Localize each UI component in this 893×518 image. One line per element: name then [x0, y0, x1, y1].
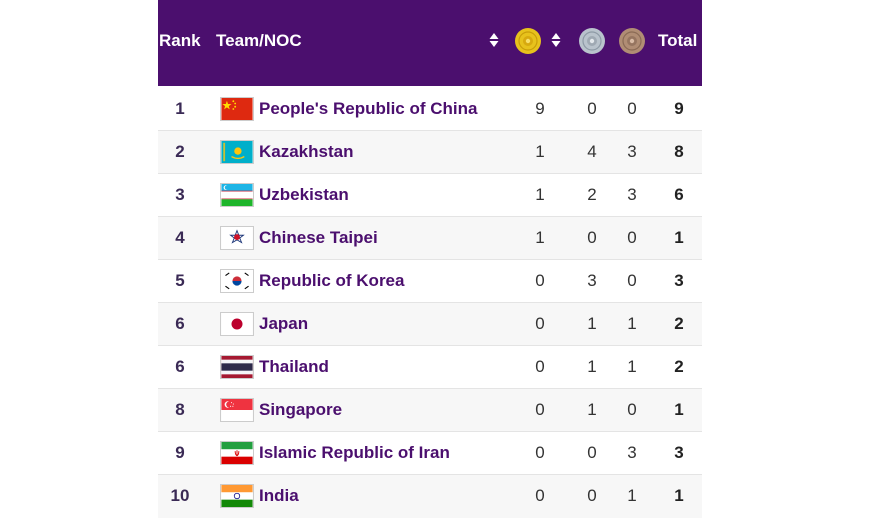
gold-count: 0 — [535, 314, 545, 333]
rank-cell: 3 — [175, 185, 185, 204]
total-count: 2 — [674, 357, 684, 376]
silver-count: 2 — [587, 185, 597, 204]
row-divider — [158, 216, 702, 217]
total-count: 2 — [674, 314, 684, 333]
bronze-count: 3 — [627, 185, 637, 204]
rank-cell: 9 — [175, 443, 185, 462]
team-name-link[interactable]: Thailand — [259, 357, 329, 376]
chinese-taipei-flag-icon — [220, 226, 254, 250]
team-name-link[interactable]: Republic of Korea — [259, 271, 405, 290]
japan-flag-icon — [220, 312, 254, 336]
rank-cell: 8 — [175, 400, 185, 419]
rank-cell: 10 — [170, 486, 190, 505]
thailand-flag-icon — [220, 355, 254, 379]
bronze-count: 1 — [627, 314, 637, 333]
gold-count: 0 — [535, 400, 545, 419]
silver-count: 3 — [587, 271, 597, 290]
uzbekistan-flag-icon — [220, 183, 254, 207]
kazakhstan-flag-icon — [220, 140, 254, 164]
table-row: 8 Singapore 0 1 0 1 — [158, 389, 702, 432]
team-name-link[interactable]: Singapore — [259, 400, 343, 419]
total-count: 6 — [674, 185, 684, 204]
table-row: 6 Thailand 0 1 1 2 — [158, 346, 702, 389]
row-divider — [158, 130, 702, 131]
china-flag-icon — [220, 97, 254, 121]
singapore-flag-icon — [220, 398, 254, 422]
bronze-count: 1 — [627, 357, 637, 376]
rank-cell: 6 — [175, 314, 185, 333]
table-row: 5 Republic of Korea 0 3 0 3 — [158, 260, 702, 303]
sort-icon[interactable] — [489, 32, 499, 48]
total-count: 1 — [674, 228, 684, 247]
rank-cell: 2 — [175, 142, 185, 161]
rank-cell: 6 — [175, 357, 185, 376]
team-name-link[interactable]: India — [259, 486, 299, 505]
bronze-medal-icon — [619, 28, 645, 54]
silver-count: 1 — [587, 357, 597, 376]
medal-table: Rank Team/NOC Total — [158, 0, 702, 518]
gold-count: 1 — [535, 185, 545, 204]
team-name-link[interactable]: Uzbekistan — [259, 185, 349, 204]
rank-cell: 4 — [175, 228, 185, 247]
row-divider — [158, 302, 702, 303]
gold-medal-icon — [515, 28, 541, 54]
team-name-link[interactable]: Islamic Republic of Iran — [259, 443, 450, 462]
sort-icon[interactable] — [551, 32, 561, 48]
table-row: 10 India 0 0 1 1 — [158, 475, 702, 518]
silver-count: 0 — [587, 443, 597, 462]
row-divider — [158, 345, 702, 346]
gold-count: 9 — [535, 99, 545, 118]
row-divider — [158, 474, 702, 475]
team-name-link[interactable]: Chinese Taipei — [259, 228, 378, 247]
row-divider — [158, 173, 702, 174]
table-row: 1 People's Republic of China 9 0 0 9 — [158, 88, 702, 131]
total-count: 1 — [674, 400, 684, 419]
bronze-count: 0 — [627, 271, 637, 290]
row-divider — [158, 431, 702, 432]
team-name-link[interactable]: Japan — [259, 314, 309, 333]
gold-count: 0 — [535, 357, 545, 376]
bronze-count: 3 — [627, 142, 637, 161]
rank-cell: 1 — [175, 99, 185, 118]
row-divider — [158, 388, 702, 389]
table-row: 9 Islamic Republic of Iran 0 0 3 3 — [158, 432, 702, 475]
total-column-header[interactable]: Total — [658, 31, 698, 50]
bronze-count: 0 — [627, 228, 637, 247]
total-count: 8 — [674, 142, 684, 161]
silver-count: 0 — [587, 228, 597, 247]
silver-count: 0 — [587, 486, 597, 505]
team-column-header[interactable]: Team/NOC — [216, 31, 302, 50]
silver-medal-icon — [579, 28, 605, 54]
silver-count: 1 — [587, 314, 597, 333]
korea-flag-icon — [220, 269, 254, 293]
total-count: 9 — [674, 99, 684, 118]
gold-count: 1 — [535, 142, 545, 161]
table-row: 4 Chinese Taipei 1 0 0 1 — [158, 217, 702, 260]
silver-count: 0 — [587, 99, 597, 118]
india-flag-icon — [220, 484, 254, 508]
iran-flag-icon — [220, 441, 254, 465]
total-count: 3 — [674, 443, 684, 462]
table-header: Rank Team/NOC Total — [158, 0, 702, 86]
silver-count: 4 — [587, 142, 597, 161]
row-divider — [158, 259, 702, 260]
rank-column-header[interactable]: Rank — [159, 31, 201, 50]
table-row: 2 Kazakhstan 1 4 3 8 — [158, 131, 702, 174]
gold-count: 0 — [535, 443, 545, 462]
team-name-link[interactable]: Kazakhstan — [259, 142, 354, 161]
bronze-count: 0 — [627, 99, 637, 118]
gold-count: 1 — [535, 228, 545, 247]
bronze-count: 1 — [627, 486, 637, 505]
bronze-count: 3 — [627, 443, 637, 462]
rank-cell: 5 — [175, 271, 185, 290]
total-count: 1 — [674, 486, 684, 505]
team-name-link[interactable]: People's Republic of China — [259, 99, 478, 118]
table-row: 6 Japan 0 1 1 2 — [158, 303, 702, 346]
silver-count: 1 — [587, 400, 597, 419]
gold-count: 0 — [535, 271, 545, 290]
total-count: 3 — [674, 271, 684, 290]
bronze-count: 0 — [627, 400, 637, 419]
table-row: 3 Uzbekistan 1 2 3 6 — [158, 174, 702, 217]
gold-count: 0 — [535, 486, 545, 505]
